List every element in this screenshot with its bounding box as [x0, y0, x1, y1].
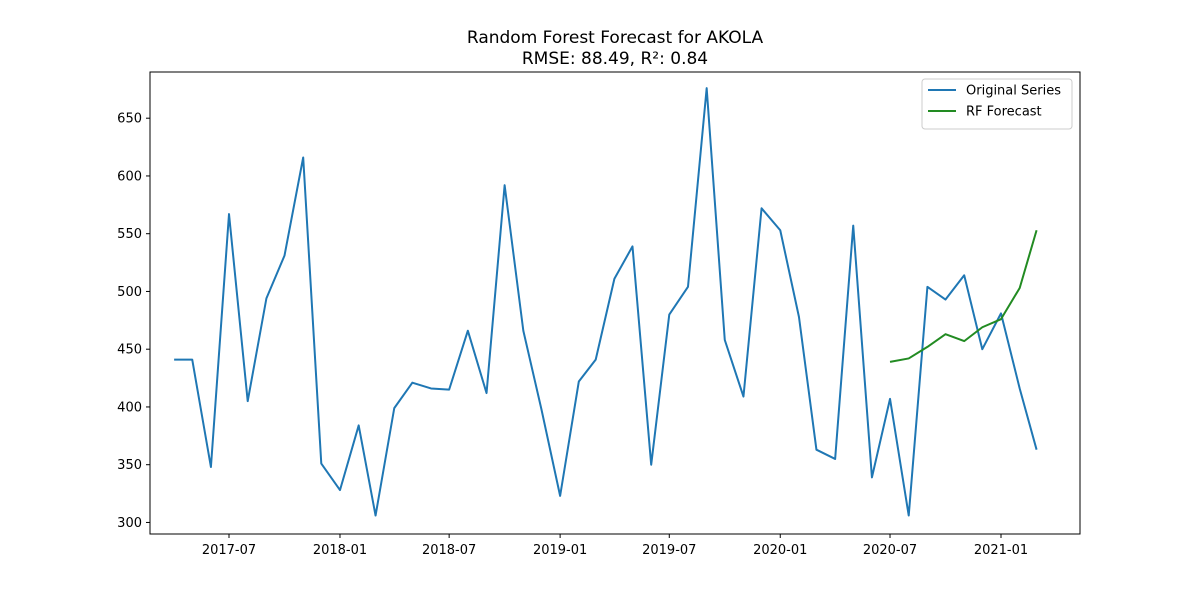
series-layer — [174, 87, 1038, 517]
original-series-line — [174, 87, 1038, 517]
x-tick-label: 2018-07 — [422, 543, 476, 558]
y-tick-label: 550 — [117, 227, 142, 242]
plot-frame — [149, 71, 1081, 535]
x-tick-label: 2018-01 — [313, 543, 367, 558]
y-tick-label: 600 — [117, 169, 142, 184]
y-tick-label: 650 — [117, 112, 142, 127]
x-tick-label: 2020-01 — [753, 543, 807, 558]
x-tick-label: 2019-01 — [533, 543, 587, 558]
legend-label: RF Forecast — [966, 105, 1042, 120]
y-tick-label: 400 — [117, 400, 142, 415]
rf-forecast-line — [889, 229, 1038, 363]
y-tick-label: 350 — [117, 458, 142, 473]
chart-title: Random Forest Forecast for AKOLA — [467, 28, 764, 48]
x-tick-label: 2017-07 — [202, 543, 256, 558]
x-tick-label: 2021-01 — [974, 543, 1028, 558]
legend: Original Series RF Forecast — [921, 78, 1073, 130]
chart-subtitle: RMSE: 88.49, R²: 0.84 — [522, 49, 708, 69]
x-tick-label: 2019-07 — [642, 543, 696, 558]
y-axis: 300 350 400 450 500 550 600 650 — [117, 112, 150, 531]
y-tick-label: 500 — [117, 285, 142, 300]
legend-box — [921, 78, 1073, 130]
legend-label: Original Series — [966, 84, 1061, 99]
plot-area — [149, 71, 1081, 535]
y-tick-label: 300 — [117, 516, 142, 531]
y-tick-label: 450 — [117, 343, 142, 358]
x-axis: 2017-07 2018-01 2018-07 2019-01 2019-07 2020-… — [202, 534, 1028, 558]
x-tick-label: 2020-07 — [863, 543, 917, 558]
